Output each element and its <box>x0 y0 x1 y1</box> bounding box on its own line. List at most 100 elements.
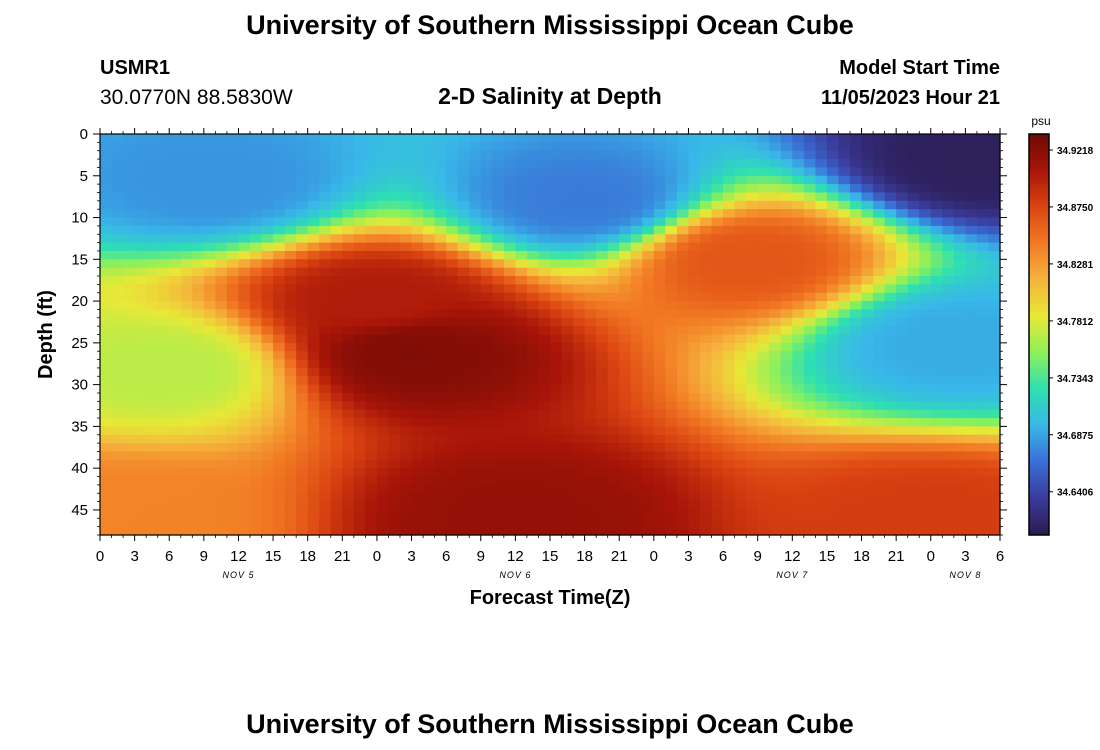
heatmap-cell <box>792 367 805 377</box>
heatmap-cell <box>676 459 690 469</box>
heatmap-cell <box>157 200 170 210</box>
heatmap-cell <box>423 225 436 235</box>
heatmap-cell <box>134 250 147 260</box>
heatmap-cell <box>157 409 170 419</box>
heatmap-cell <box>480 242 493 252</box>
heatmap-cell <box>353 334 366 344</box>
heatmap-cell <box>550 209 563 219</box>
heatmap-cell <box>353 418 366 427</box>
heatmap-cell <box>503 317 516 327</box>
heatmap-cell <box>803 175 816 185</box>
heatmap-cell <box>111 367 124 377</box>
heatmap-cell <box>330 509 343 519</box>
heatmap-cell <box>261 501 274 511</box>
heatmap-cell <box>203 501 216 511</box>
heatmap-cell <box>757 359 770 369</box>
heatmap-cell <box>307 392 320 402</box>
heatmap-cell <box>146 250 159 260</box>
heatmap-cell <box>619 301 632 311</box>
heatmap-cell <box>711 200 724 210</box>
heatmap-cell <box>296 367 309 377</box>
heatmap-cell <box>457 501 470 511</box>
heatmap-cell <box>146 526 159 536</box>
heatmap-cell <box>826 409 840 419</box>
heatmap-cell <box>676 409 690 419</box>
heatmap-cell <box>284 225 297 235</box>
heatmap-cell <box>434 434 447 444</box>
heatmap-cell <box>330 134 343 143</box>
heatmap-cell <box>353 409 366 419</box>
heatmap-cell <box>803 501 816 511</box>
heatmap-cell <box>573 459 586 469</box>
heatmap-cell <box>550 367 563 377</box>
heatmap-cell <box>307 451 320 461</box>
heatmap-cell <box>573 301 586 311</box>
heatmap-cell <box>342 434 355 444</box>
heatmap-cell <box>711 484 724 494</box>
heatmap-cell <box>388 459 401 469</box>
heatmap-cell <box>503 509 516 519</box>
x-axis-label: Forecast Time(Z) <box>470 587 631 609</box>
heatmap-cell <box>526 150 540 160</box>
heatmap-cell <box>503 242 516 252</box>
heatmap-cell <box>515 234 528 244</box>
heatmap-cell <box>942 459 955 469</box>
heatmap-cell <box>826 284 840 294</box>
heatmap-cell <box>607 142 620 152</box>
heatmap-cell <box>296 476 309 486</box>
heatmap-cell <box>434 167 447 177</box>
heatmap-cell <box>780 434 793 444</box>
heatmap-cell <box>123 518 136 528</box>
heatmap-cell <box>457 384 470 394</box>
heatmap-cell <box>307 468 320 478</box>
heatmap-cell <box>838 434 851 444</box>
heatmap-cell <box>100 509 113 519</box>
heatmap-cell <box>861 401 874 411</box>
heatmap-cell <box>930 250 943 260</box>
heatmap-cell <box>873 217 886 227</box>
heatmap-cell <box>180 468 193 478</box>
heatmap-cell <box>711 150 724 160</box>
heatmap-cell <box>400 134 413 143</box>
heatmap-cell <box>434 401 447 411</box>
heatmap-cell <box>411 292 424 302</box>
heatmap-cell <box>561 351 574 361</box>
heatmap-cell <box>434 501 447 511</box>
heatmap-cell <box>203 259 216 269</box>
heatmap-cell <box>192 409 205 419</box>
heatmap-cell <box>700 217 713 227</box>
heatmap-cell <box>953 384 966 394</box>
heatmap-cell <box>353 234 366 244</box>
heatmap-cell <box>157 359 170 369</box>
heatmap-cell <box>492 317 505 327</box>
heatmap-cell <box>261 376 274 386</box>
heatmap-cell <box>238 459 251 469</box>
heatmap-cell <box>492 234 505 244</box>
heatmap-cell <box>296 150 309 160</box>
heatmap-cell <box>953 526 966 536</box>
heatmap-cell <box>988 142 1001 152</box>
heatmap-cell <box>503 484 516 494</box>
heatmap-cell <box>111 134 124 143</box>
heatmap-cell <box>619 351 632 361</box>
heatmap-cell <box>550 301 563 311</box>
heatmap-cell <box>826 418 840 427</box>
heatmap-cell <box>850 225 863 235</box>
heatmap-cell <box>203 476 216 486</box>
heatmap-cell <box>515 401 528 411</box>
heatmap-cell <box>700 317 713 327</box>
heatmap-cell <box>134 526 147 536</box>
heatmap-cell <box>700 409 713 419</box>
heatmap-cell <box>411 426 424 436</box>
heatmap-cell <box>388 376 401 386</box>
heatmap-cell <box>330 443 343 453</box>
heatmap-cell <box>353 426 366 436</box>
heatmap-cell <box>642 234 655 244</box>
heatmap-cell <box>469 392 482 402</box>
heatmap-cell <box>388 234 401 244</box>
heatmap-cell <box>619 242 632 252</box>
heatmap-cell <box>192 426 205 436</box>
heatmap-cell <box>503 159 516 169</box>
heatmap-cell <box>700 468 713 478</box>
heatmap-cell <box>873 292 886 302</box>
